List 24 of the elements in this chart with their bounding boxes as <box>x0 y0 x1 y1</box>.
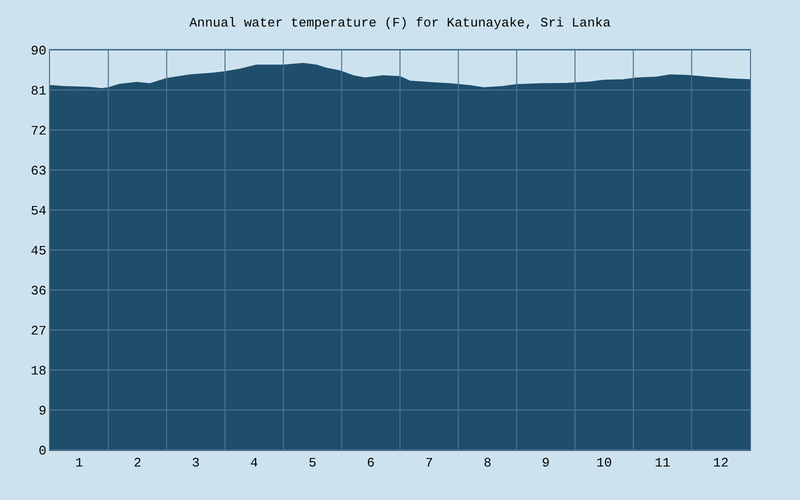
y-tick-label: 90 <box>30 44 46 59</box>
y-tick-label: 0 <box>38 444 46 459</box>
x-tick-label: 6 <box>366 456 375 471</box>
y-tick-label: 54 <box>30 204 47 219</box>
x-tick-label: 1 <box>75 456 84 471</box>
x-tick-label: 11 <box>654 456 670 471</box>
x-tick-label: 7 <box>425 456 434 471</box>
y-tick-label: 81 <box>30 84 47 99</box>
y-tick-label: 27 <box>30 324 46 339</box>
chart-title: Annual water temperature (F) for Katunayake, Sri Lanka <box>189 16 611 31</box>
x-tick-label: 12 <box>713 456 729 471</box>
x-tick-label: 9 <box>542 456 550 471</box>
y-tick-label: 63 <box>30 164 46 179</box>
x-tick-label: 2 <box>134 456 142 471</box>
y-tick-label: 18 <box>30 364 46 379</box>
x-tick-label: 5 <box>308 456 316 471</box>
x-tick-label: 8 <box>484 456 492 471</box>
y-tick-label: 36 <box>30 284 46 299</box>
y-tick-label: 72 <box>30 124 46 139</box>
y-tick-label: 9 <box>38 404 46 419</box>
x-tick-label: 10 <box>596 456 612 471</box>
x-tick-label: 3 <box>192 456 200 471</box>
y-tick-label: 45 <box>30 244 46 259</box>
x-tick-label: 4 <box>250 456 258 471</box>
